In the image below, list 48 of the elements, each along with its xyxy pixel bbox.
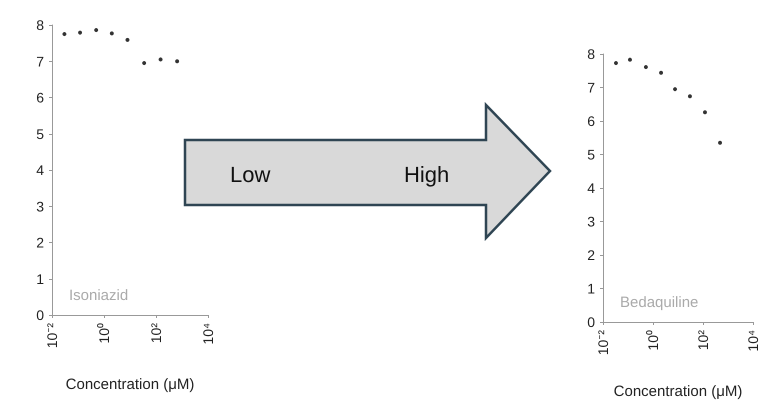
y-tick-label: 4 [587,180,596,196]
y-tick-label: 8 [587,46,596,62]
y-tick-label: 0 [36,307,44,323]
text: Bedaquiline [620,294,698,311]
point [688,94,692,98]
y-tick-label: 3 [36,198,44,214]
y-tick-label: 5 [587,146,596,162]
y-tick-label: 7 [587,80,596,96]
point [158,57,163,62]
y-tick-label: 2 [587,247,596,263]
point [142,61,146,66]
y-tick-label: 2 [36,234,44,250]
point [62,32,66,36]
point [628,58,632,62]
x-tick-label: 10⁰ [645,330,661,351]
y-tick-label: 5 [36,126,44,142]
point [644,65,648,70]
y-tick-label: 8 [36,17,44,33]
point [718,140,722,145]
y-tick-label: 4 [36,162,44,178]
y-tick-label: 6 [587,113,596,129]
y-tick-label: 7 [36,53,44,70]
text: High [404,162,450,188]
y-tick-label: 6 [36,90,44,106]
point [659,70,664,75]
y-tick-label: 1 [587,280,596,296]
x-tick-label: 10⁴ [745,330,761,352]
x-tick-label: 10² [148,322,164,344]
x-axis-title: Concentration (μM) [614,383,742,400]
point [673,87,678,92]
point [614,61,618,66]
x-tick-label: 10⁰ [96,323,112,344]
x-axis-title: Concentration (μM) [66,376,194,393]
point [175,59,180,64]
y-tick-label: 0 [587,314,596,330]
y-tick-label: 1 [36,270,44,287]
point [78,30,82,35]
text: Low [230,162,270,188]
y-tick-label: 3 [587,214,596,230]
point [702,110,707,114]
point [125,38,130,42]
x-tick-label: 10⁻² [44,322,60,348]
point [110,31,114,36]
x-tick-label: 10² [695,330,711,350]
x-tick-label: 10⁴ [200,323,216,345]
x-tick-label: 10⁻² [595,330,611,356]
text: Isoniazid [69,287,128,304]
point [94,28,98,32]
